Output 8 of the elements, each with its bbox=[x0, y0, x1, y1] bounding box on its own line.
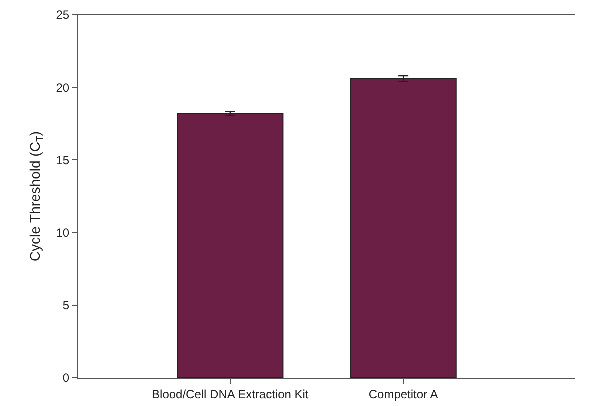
y-tick-label: 10 bbox=[56, 226, 70, 240]
y-tick-label: 15 bbox=[56, 153, 70, 168]
y-tick-label: 5 bbox=[62, 298, 70, 313]
y-tick-label: 0 bbox=[62, 371, 70, 386]
x-tick-label: Blood/Cell DNA Extraction Kit bbox=[152, 387, 310, 402]
y-tick-label: 20 bbox=[56, 80, 70, 95]
x-tick-label: Competitor A bbox=[368, 387, 438, 402]
y-tick-label: 25 bbox=[56, 8, 70, 22]
